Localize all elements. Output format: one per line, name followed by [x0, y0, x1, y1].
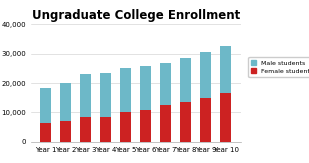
Bar	[100, 117, 112, 142]
Bar	[160, 63, 171, 105]
Bar	[121, 68, 131, 112]
Bar	[80, 117, 91, 142]
Bar	[141, 110, 151, 142]
Bar	[121, 112, 131, 142]
Bar	[61, 121, 71, 142]
Bar	[40, 88, 52, 123]
Bar	[141, 66, 151, 110]
Bar	[220, 93, 231, 142]
Title: Ungraduate College Enrollment: Ungraduate College Enrollment	[32, 9, 240, 22]
Bar	[100, 73, 112, 117]
Bar	[160, 105, 171, 142]
Bar	[80, 74, 91, 117]
Bar	[220, 46, 231, 93]
Bar	[201, 98, 211, 142]
Bar	[201, 52, 211, 98]
Bar	[40, 123, 52, 142]
Bar	[180, 58, 192, 102]
Legend: Male students, Female students: Male students, Female students	[248, 57, 309, 77]
Bar	[61, 83, 71, 121]
Bar	[180, 102, 192, 142]
